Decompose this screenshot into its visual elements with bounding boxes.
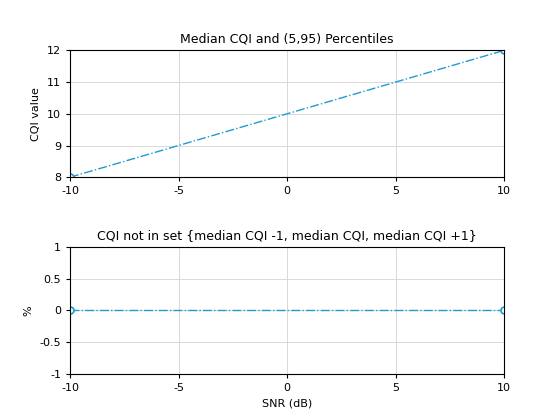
Y-axis label: CQI value: CQI value (31, 87, 41, 141)
Title: CQI not in set {median CQI -1, median CQI, median CQI +1}: CQI not in set {median CQI -1, median CQ… (97, 228, 477, 241)
Title: Median CQI and (5,95) Percentiles: Median CQI and (5,95) Percentiles (180, 32, 394, 45)
Y-axis label: %: % (24, 305, 34, 316)
X-axis label: SNR (dB): SNR (dB) (262, 399, 312, 408)
